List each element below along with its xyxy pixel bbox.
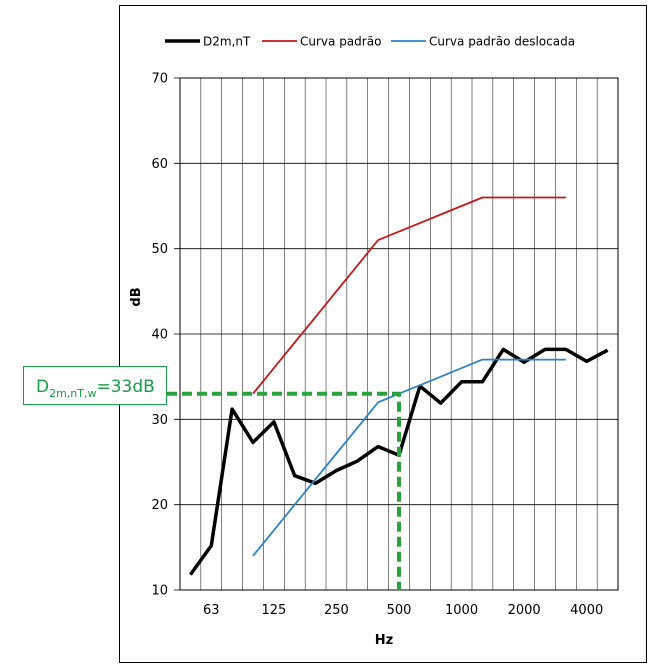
x-tick-label: 1000 xyxy=(445,603,478,618)
y-tick-label: 20 xyxy=(151,498,168,513)
x-tick-label: 4000 xyxy=(570,603,603,618)
annotation-group: D2m,nT,w=33dB xyxy=(23,366,401,590)
x-tick-label: 2000 xyxy=(508,603,541,618)
y-tick-label: 70 xyxy=(151,72,168,87)
legend-label: D2m,nT xyxy=(203,35,251,49)
y-tick-label: 10 xyxy=(151,584,168,599)
x-tick-label: 500 xyxy=(387,603,412,618)
x-axis-title: Hz xyxy=(375,633,393,648)
legend-label: Curva padrão xyxy=(300,35,381,49)
x-axis-ticks: 63 125 250 500 1000 2000 4000 xyxy=(203,603,603,618)
y-tick-label: 60 xyxy=(151,157,168,172)
y-axis-title: dB xyxy=(129,287,144,306)
legend: D2m,nT Curva padrão Curva padrão deslocada xyxy=(165,35,575,49)
y-axis-ticks: 10 20 30 40 50 60 70 xyxy=(151,72,168,599)
legend-label: Curva padrão deslocada xyxy=(429,35,575,49)
x-tick-label: 63 xyxy=(203,603,220,618)
y-tick-label: 40 xyxy=(151,328,168,343)
x-tick-label: 250 xyxy=(324,603,349,618)
annotation-line xyxy=(167,391,401,590)
series-line-3 xyxy=(252,358,566,557)
grid xyxy=(174,77,619,591)
annotation-box xyxy=(23,366,167,405)
annotation-label: D2m,nT,w=33dB xyxy=(36,377,155,400)
y-tick-label: 50 xyxy=(151,242,168,257)
y-tick-label: 30 xyxy=(151,413,168,428)
x-tick-label: 125 xyxy=(261,603,286,618)
series-line-2 xyxy=(252,196,566,395)
